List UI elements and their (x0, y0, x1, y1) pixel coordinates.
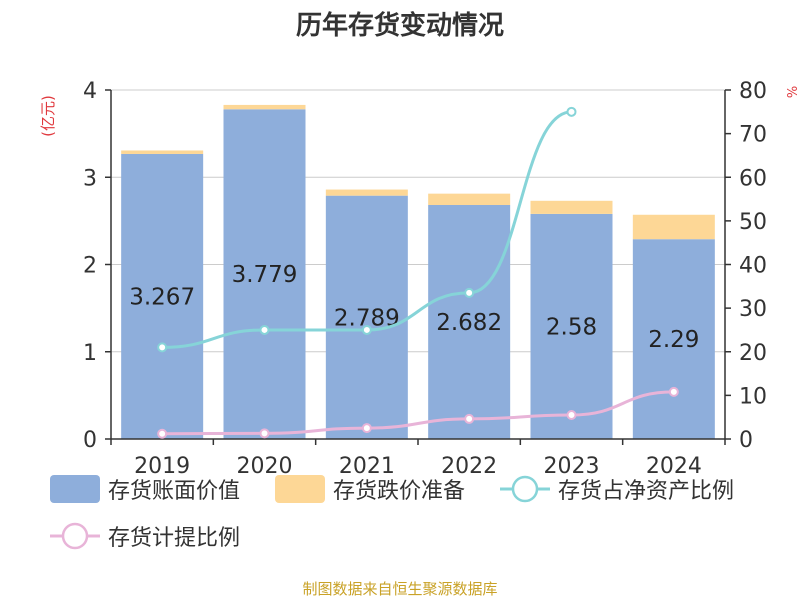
right-axis-label: % (786, 86, 800, 98)
grid-lines (111, 89, 725, 353)
legend-item-provision[interactable]: 存货计提比例 (50, 522, 240, 551)
x-tick-label: 2024 (646, 454, 702, 479)
bar-inventory-value (428, 204, 511, 439)
line-ratio-net-point (566, 106, 577, 117)
right-tick-label: 0 (739, 428, 753, 453)
right-tick-label: 40 (739, 254, 767, 279)
line-provision-point (464, 413, 475, 424)
legend: 存货账面价值 存货跌价准备 存货占净资产比例 存货计提比例 (50, 475, 734, 551)
line-ratio-net-point (361, 324, 372, 335)
legend-marker-provision (61, 522, 89, 550)
left-tick-label: 4 (83, 79, 97, 104)
x-tick-label: 2020 (237, 454, 293, 479)
line-provision-point (157, 428, 168, 439)
legend-item-reserve[interactable]: 存货跌价准备 (275, 475, 465, 504)
bar-inventory-value (632, 239, 715, 439)
bar-inventory-reserve (121, 150, 204, 154)
bars (121, 104, 715, 439)
line-ratio-net (162, 110, 572, 349)
legend-swatch-reserve (275, 475, 325, 503)
line-provision-point (668, 386, 679, 397)
bar-value-label: 2.29 (648, 327, 699, 353)
legend-label-provision: 存货计提比例 (108, 526, 240, 551)
x-tick-label: 2021 (339, 454, 395, 479)
right-tick-label: 20 (739, 341, 767, 366)
line-ratio-net-point (157, 342, 168, 353)
x-tick-label: 2022 (441, 454, 497, 479)
bar-inventory-reserve (223, 104, 306, 110)
axes (105, 89, 731, 445)
bar-inventory-reserve (325, 189, 408, 196)
bar-inventory-reserve (428, 193, 511, 205)
line-provision-point (361, 423, 372, 434)
x-tick-label: 2023 (544, 454, 600, 479)
left-axis-label: (亿元) (39, 95, 57, 137)
line-ratio-net-point (464, 287, 475, 298)
legend-swatch-value (50, 475, 100, 503)
chart-title: 历年存货变动情况 (296, 10, 504, 41)
bar-inventory-reserve (530, 200, 613, 214)
legend-item-value[interactable]: 存货账面价值 (50, 475, 240, 504)
bar-inventory-reserve (632, 214, 715, 240)
right-tick-label: 70 (739, 123, 767, 148)
bar-inventory-value (223, 109, 306, 439)
right-tick-label: 80 (739, 79, 767, 104)
left-tick-label: 2 (83, 254, 97, 279)
bar-inventory-value (530, 213, 613, 439)
bar-inventory-value (121, 153, 204, 439)
x-tick-label: 2019 (134, 454, 190, 479)
line-provision-point (566, 410, 577, 421)
legend-label-ratio-net: 存货占净资产比例 (558, 479, 734, 504)
left-tick-label: 1 (83, 341, 97, 366)
line-provision-point (259, 428, 270, 439)
right-tick-label: 60 (739, 166, 767, 191)
bar-value-label: 2.682 (436, 310, 502, 336)
right-tick-label: 50 (739, 210, 767, 235)
right-tick-label: 10 (739, 384, 767, 409)
line-ratio-net-point (259, 324, 270, 335)
bar-value-label: 2.58 (546, 314, 597, 340)
line-provision (162, 390, 674, 436)
left-tick-label: 0 (83, 428, 97, 453)
left-tick-label: 3 (83, 166, 97, 191)
bar-inventory-value (325, 195, 408, 439)
legend-label-value: 存货账面价值 (108, 479, 240, 504)
legend-item-ratio-net[interactable]: 存货占净资产比例 (500, 475, 734, 504)
legend-label-reserve: 存货跌价准备 (333, 479, 465, 504)
footer-source: 制图数据来自恒生聚源数据库 (302, 580, 497, 598)
bar-value-label: 3.267 (129, 284, 195, 310)
legend-marker-ratio-net (511, 475, 539, 503)
right-tick-label: 30 (739, 297, 767, 322)
line-series (157, 106, 679, 439)
bar-value-label: 3.779 (232, 262, 298, 288)
